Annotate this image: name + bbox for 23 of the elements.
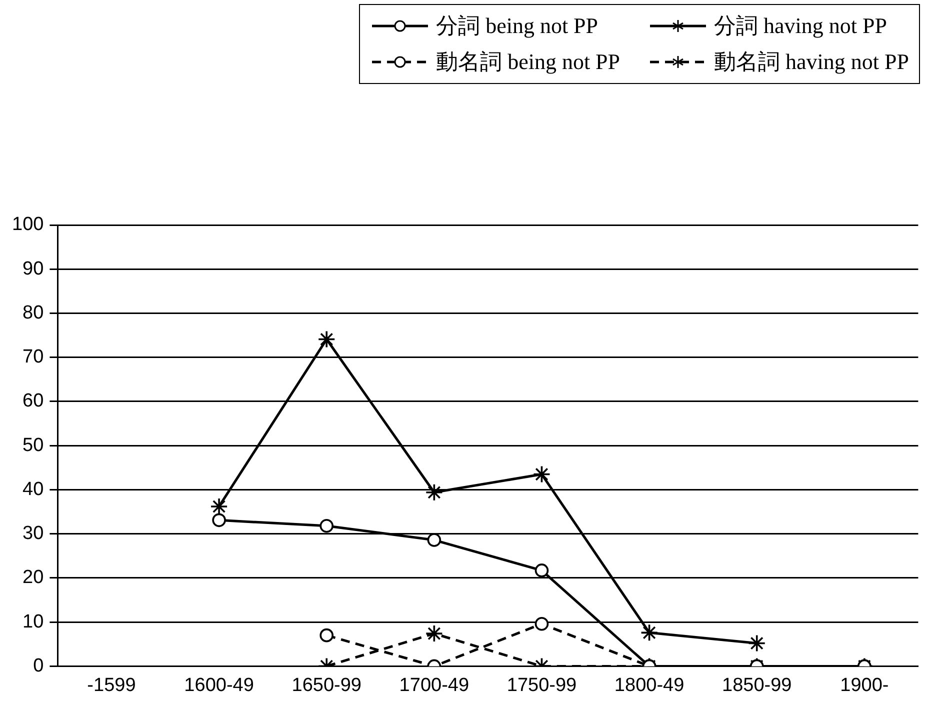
legend-label: 動名詞 having not PP bbox=[714, 48, 909, 76]
y-tick-label: 80 bbox=[22, 302, 44, 324]
y-tick-label: 60 bbox=[22, 390, 44, 412]
y-tick-label: 40 bbox=[22, 478, 44, 500]
legend-label: 分詞 having not PP bbox=[714, 12, 887, 40]
y-tick-label: 30 bbox=[22, 523, 44, 544]
y-tick-label: 0 bbox=[33, 655, 44, 676]
x-tick-label: 1750-99 bbox=[506, 674, 577, 696]
x-tick-label: 1600-49 bbox=[184, 674, 254, 696]
y-tick-label: 10 bbox=[22, 611, 44, 632]
y-tick-label: 20 bbox=[22, 567, 44, 588]
y-tick-label: 70 bbox=[22, 346, 44, 368]
x-tick-label: 1650-99 bbox=[292, 674, 362, 696]
x-tick-label: 1850-99 bbox=[722, 674, 792, 696]
x-tick-label: 1900- bbox=[840, 674, 889, 696]
x-tick-label: 1700-49 bbox=[399, 674, 470, 696]
x-tick-label: -1599 bbox=[87, 674, 136, 696]
y-tick-label: 100 bbox=[12, 214, 44, 236]
y-tick-label: 90 bbox=[22, 258, 44, 280]
legend-label: 動名詞 being not PP bbox=[436, 48, 620, 76]
legend-label: 分詞 being not PP bbox=[436, 12, 598, 40]
x-tick-label: 1800-49 bbox=[614, 674, 684, 696]
y-tick-label: 50 bbox=[22, 434, 44, 456]
